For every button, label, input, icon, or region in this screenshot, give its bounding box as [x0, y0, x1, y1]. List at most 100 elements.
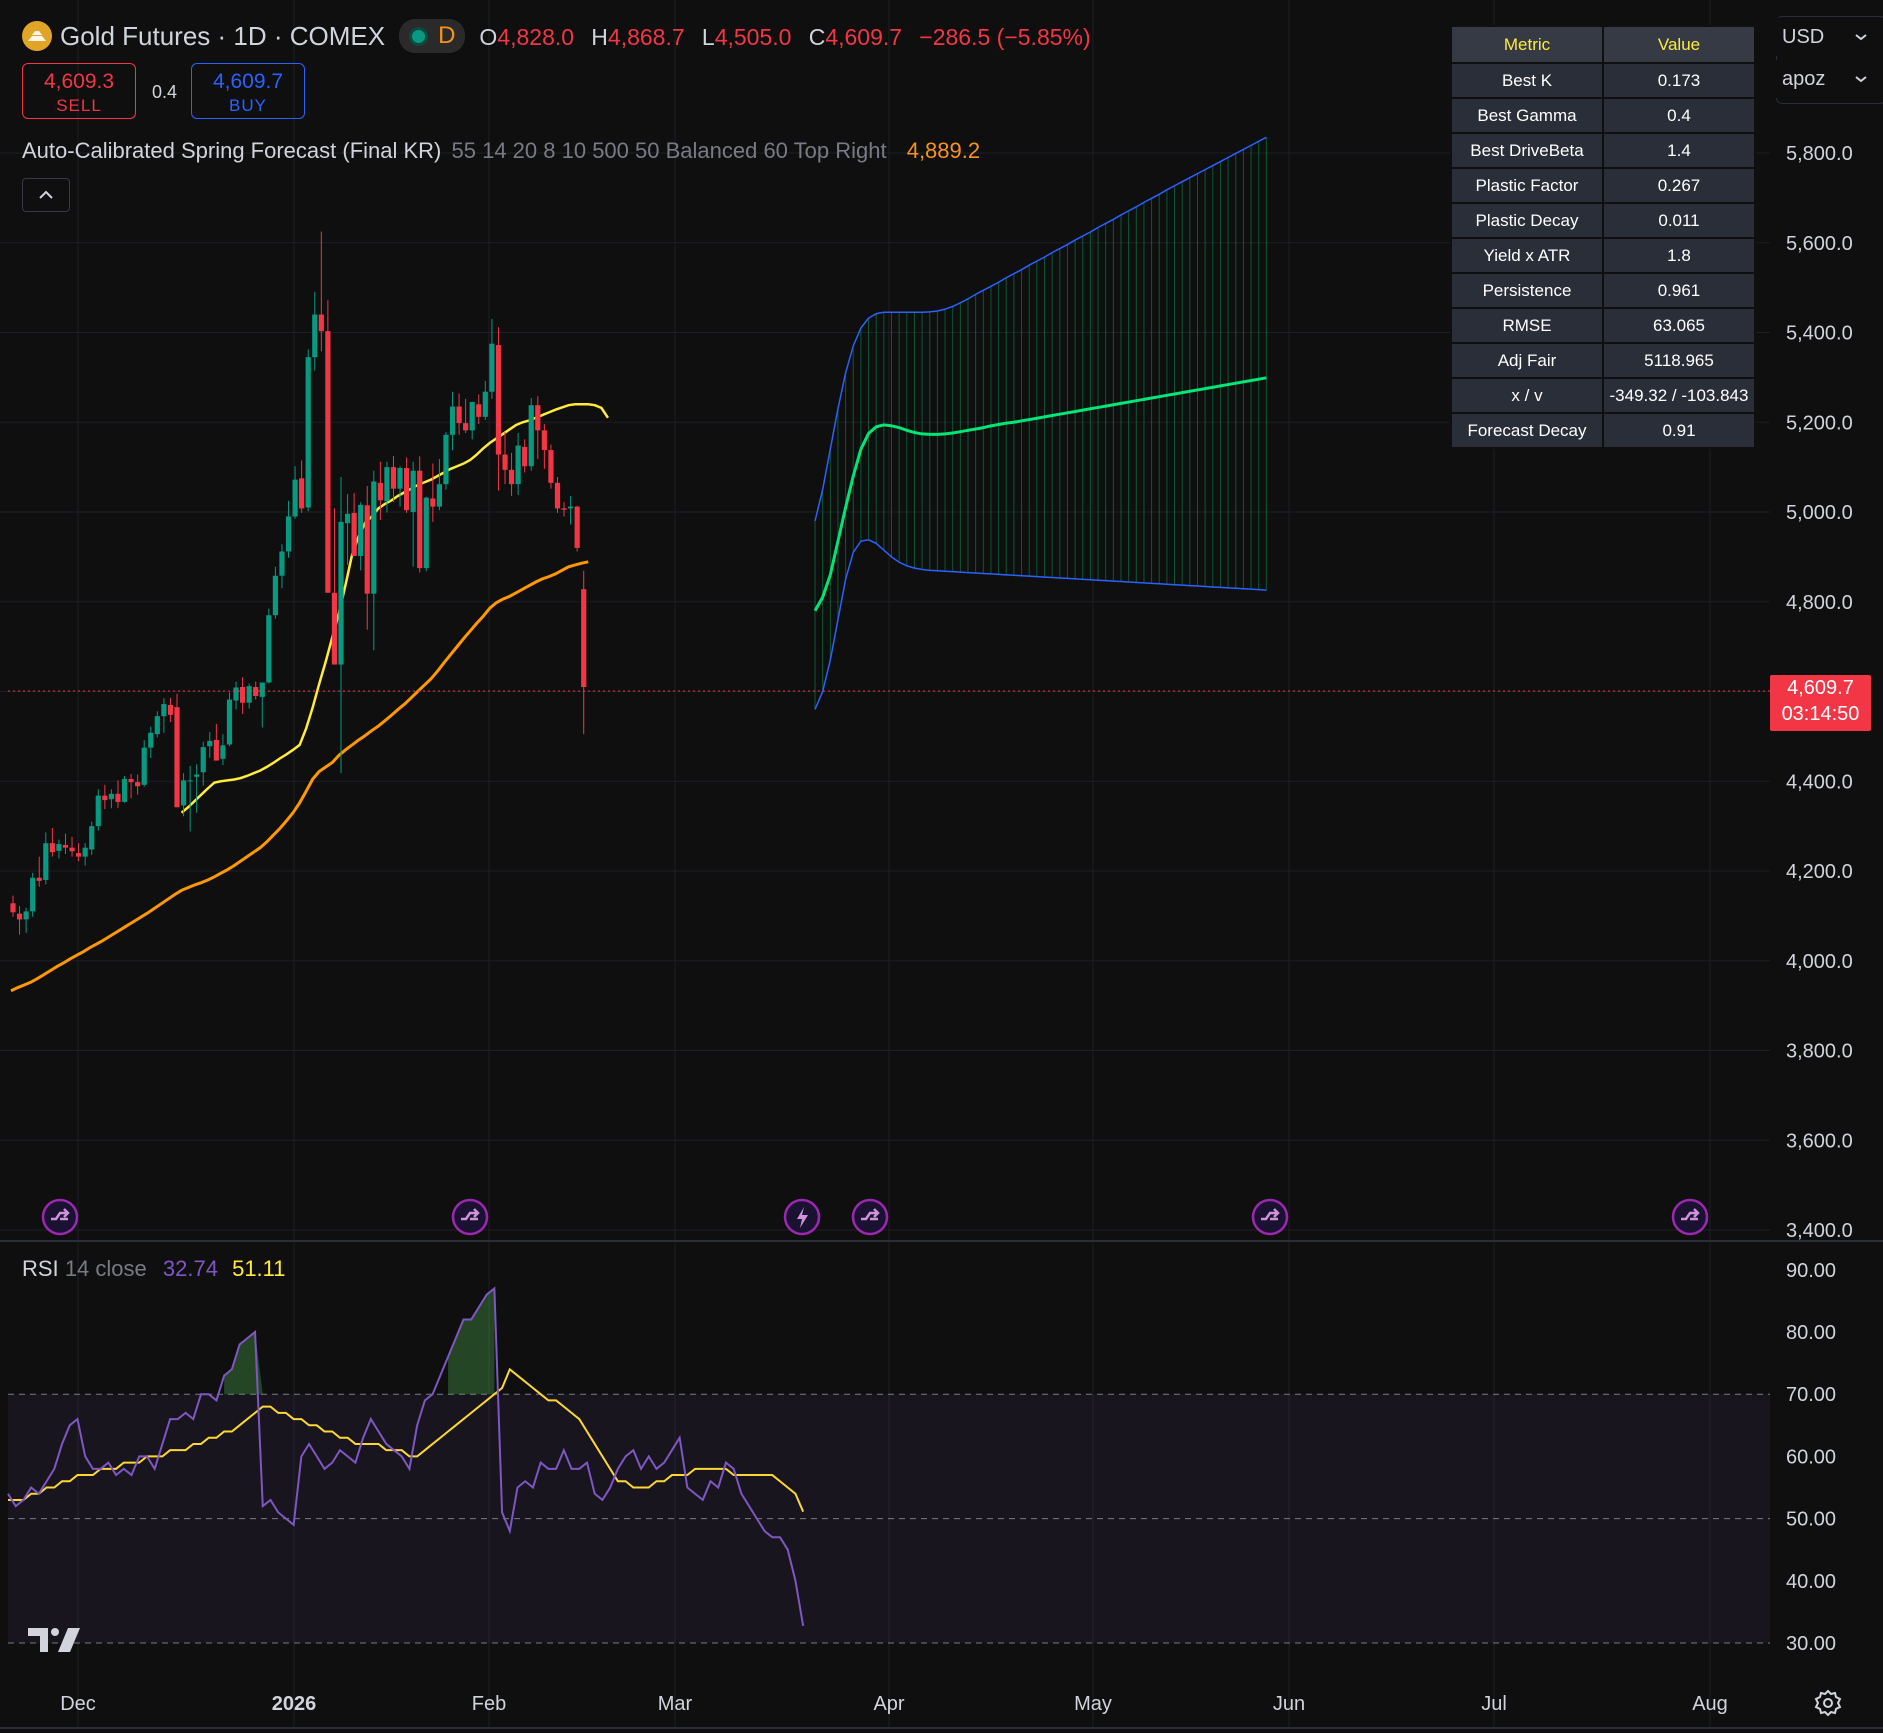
sell-button[interactable]: 4,609.3 SELL: [22, 63, 136, 119]
time-tick-label: Aug: [1692, 1693, 1728, 1715]
candle-body: [548, 450, 554, 483]
candle-body: [423, 497, 429, 569]
high-label: H: [591, 23, 608, 50]
currency-dropdown[interactable]: USD: [1776, 18, 1876, 56]
interval-badge: D: [438, 22, 456, 49]
dividend-arrow-icon[interactable]: [1251, 1198, 1289, 1236]
candle-body: [30, 877, 36, 912]
dividend-arrow-icon[interactable]: [451, 1198, 489, 1236]
metric-name: Yield x ATR: [1450, 237, 1604, 274]
settings-gear-icon[interactable]: [1814, 1689, 1842, 1717]
rsi-ma-line: [8, 1367, 805, 1513]
metric-row: Persistence 0.961: [1450, 272, 1756, 309]
unit-dropdown[interactable]: apoz: [1776, 60, 1876, 98]
candle-body: [443, 434, 449, 485]
candle: [430, 463, 436, 522]
rsi-axis[interactable]: 90.00 80.00 70.00 60.00 50.00 40.00 30.00: [1786, 1260, 1836, 1655]
currency-value: USD: [1782, 25, 1825, 48]
candle: [404, 457, 410, 513]
candle-body: [167, 704, 174, 715]
candle: [581, 570, 587, 735]
candle-body: [384, 467, 390, 502]
price-tick-label: 3,400.0: [1786, 1220, 1853, 1242]
candle: [449, 391, 456, 451]
candle-body: [364, 505, 370, 594]
metric-name: Plastic Factor: [1450, 167, 1604, 204]
candle-body: [502, 454, 508, 470]
rsi-tick-label: 80.00: [1786, 1322, 1836, 1344]
dividend-arrow-icon[interactable]: [851, 1198, 889, 1236]
candle-body: [141, 747, 147, 785]
time-axis[interactable]: Dec 2026 Feb Mar Apr May Jun Jul Aug: [60, 1693, 1728, 1715]
candle: [371, 470, 377, 651]
candle: [443, 432, 449, 490]
change-value: −286.5 (−5.85%): [919, 23, 1091, 50]
price-tick-label: 5,000.0: [1786, 502, 1853, 524]
candle: [102, 784, 108, 810]
chevron-down-icon: [1855, 76, 1867, 83]
indicator-legend[interactable]: Auto-Calibrated Spring Forecast (Final K…: [22, 138, 980, 164]
buy-button[interactable]: 4,609.7 BUY: [191, 63, 305, 119]
symbol-title[interactable]: Gold Futures · 1D · COMEX: [60, 20, 386, 51]
metric-name: Best K: [1450, 62, 1604, 99]
metric-name: Adj Fair: [1450, 342, 1604, 379]
collapse-legend-button[interactable]: [22, 178, 70, 212]
earnings-bolt-icon[interactable]: [783, 1198, 821, 1236]
candle: [194, 764, 200, 813]
candle: [436, 459, 442, 511]
time-tick-label: Mar: [658, 1693, 693, 1715]
candle: [423, 496, 429, 572]
metric-row: Adj Fair 5118.965: [1450, 342, 1756, 379]
candle: [554, 476, 561, 513]
candle-body: [397, 468, 403, 489]
dividend-arrow-icon[interactable]: [1671, 1198, 1709, 1236]
candle: [161, 698, 167, 733]
candle-body: [76, 853, 82, 857]
time-tick-label: May: [1074, 1693, 1112, 1715]
candle-body: [187, 780, 193, 782]
candle-body: [568, 506, 574, 509]
close-label: C: [808, 23, 826, 50]
market-status[interactable]: D: [399, 19, 466, 53]
price-axis[interactable]: 5,800.0 5,600.0 5,400.0 5,200.0 5,000.0 4,800…: [1786, 143, 1853, 1242]
open-value: 4,828.0: [497, 23, 575, 50]
last-price-tag: 4,609.7 03:14:50: [1770, 675, 1871, 731]
metric-row: Forecast Decay 0.91: [1450, 412, 1756, 449]
rsi-overbought-fill: [448, 1288, 495, 1395]
bar-countdown: 03:14:50: [1781, 703, 1860, 725]
candle-body: [233, 687, 239, 701]
metric-name: RMSE: [1450, 307, 1604, 344]
forecast-center-line: [813, 376, 1267, 612]
candle-body: [581, 589, 587, 688]
metric-value: -349.32 / -103.843: [1602, 377, 1756, 414]
candle-body: [135, 782, 141, 787]
candle: [30, 872, 36, 917]
candle-body: [220, 745, 226, 759]
candle: [384, 461, 390, 513]
rsi-legend[interactable]: RSI 14 close 32.74 51.11: [22, 1256, 286, 1282]
tradingview-logo-icon[interactable]: [26, 1626, 82, 1654]
dividend-arrow-icon[interactable]: [41, 1198, 79, 1236]
candle-body: [285, 516, 292, 552]
rsi-line: [7, 1286, 805, 1627]
rsi-lines: [7, 1286, 805, 1627]
candle: [246, 683, 252, 709]
candle-body: [279, 551, 285, 576]
candle: [561, 502, 567, 517]
candle: [36, 856, 42, 887]
metric-value: 1.4: [1602, 132, 1756, 169]
rsi-value: 32.74: [162, 1256, 218, 1281]
metric-value: 0.961: [1602, 272, 1756, 309]
rsi-ma-value: 51.11: [232, 1256, 286, 1281]
metric-name: Plastic Decay: [1450, 202, 1604, 239]
candle: [43, 832, 49, 885]
candle: [397, 466, 403, 507]
rsi-pane: [8, 1288, 1770, 1644]
candle-body: [331, 592, 338, 665]
indicator-name: Auto-Calibrated Spring Forecast (Final K…: [22, 138, 442, 163]
candle-body: [417, 470, 423, 569]
candle-body: [358, 504, 364, 556]
sell-label: SELL: [56, 96, 102, 115]
high-value: 4,868.7: [607, 23, 685, 50]
time-tick-label: Apr: [873, 1693, 904, 1715]
